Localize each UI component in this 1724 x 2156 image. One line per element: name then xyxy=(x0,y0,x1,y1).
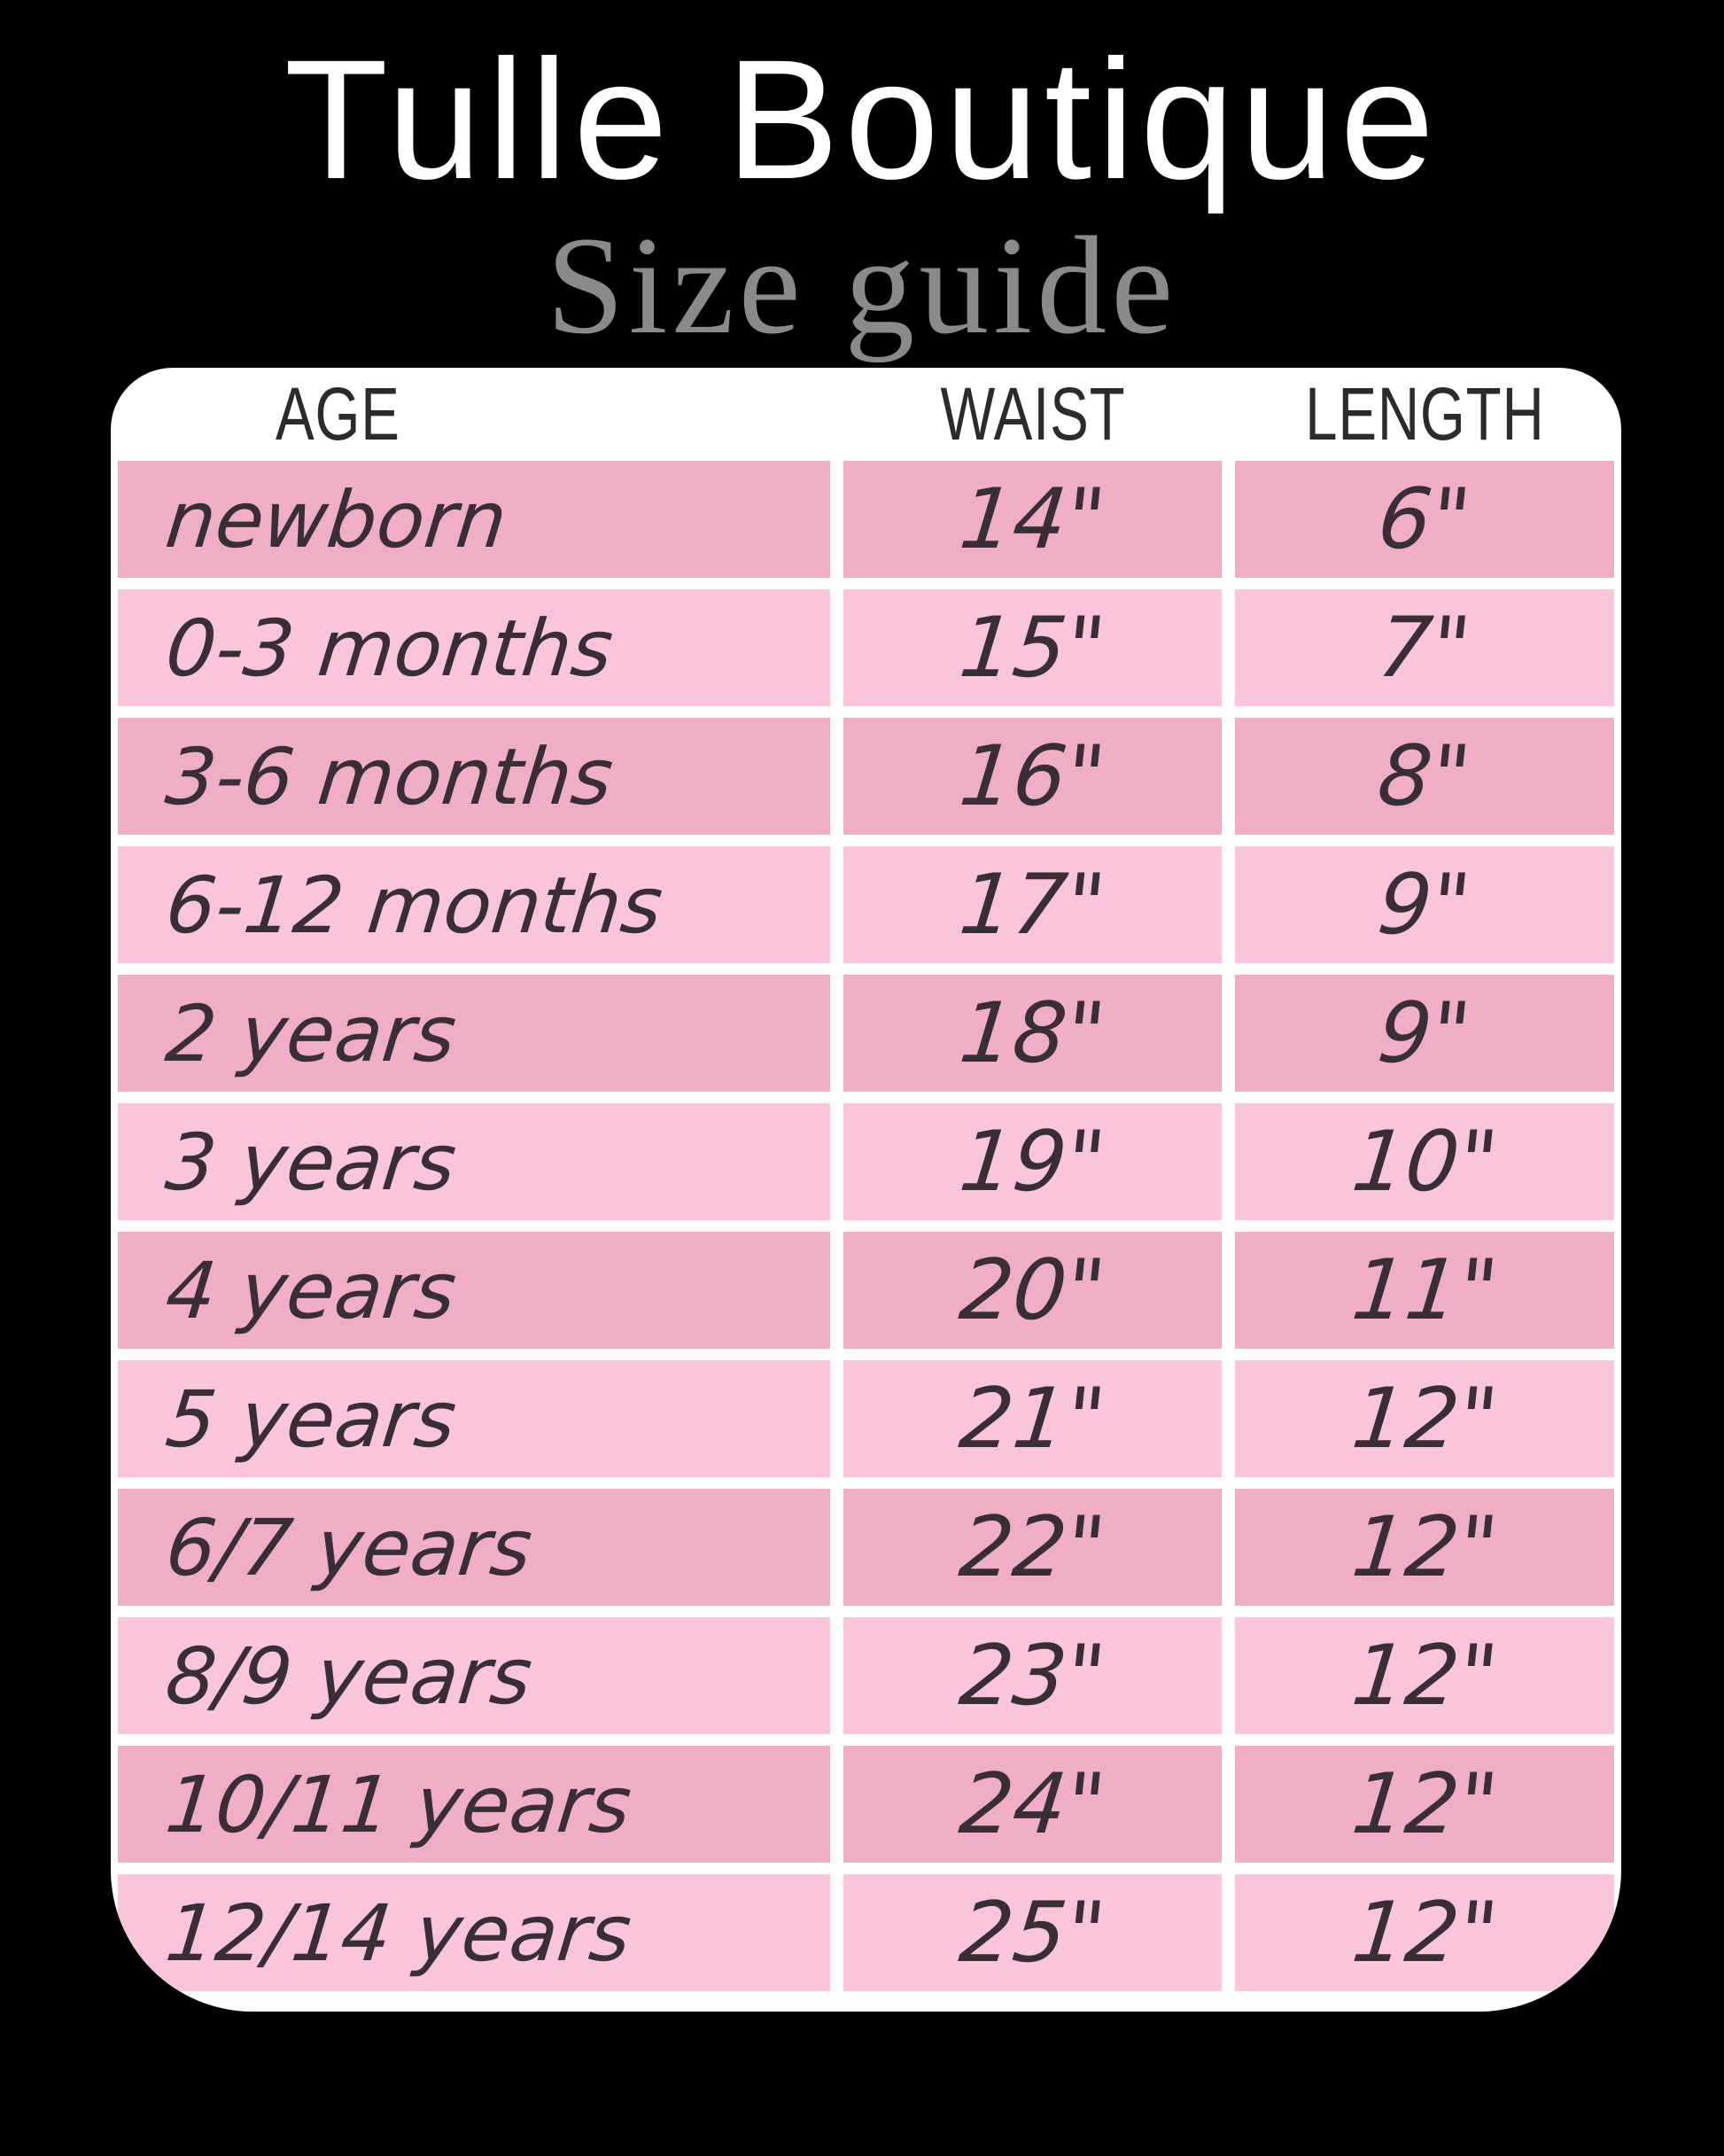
length-cell: 6" xyxy=(1235,461,1614,578)
table-row: 2 years 18" 9" xyxy=(118,975,1614,1092)
waist-value: 14" xyxy=(955,471,1110,568)
table-row: 0-3 months 15" 7" xyxy=(118,589,1614,706)
table-row: 6/7 years 22" 12" xyxy=(118,1489,1614,1606)
length-value: 6" xyxy=(1373,471,1476,568)
age-cell: 0-3 months xyxy=(118,589,830,706)
length-value: 7" xyxy=(1373,599,1476,697)
age-value: 0-3 months xyxy=(161,602,617,694)
length-cell: 9" xyxy=(1235,975,1614,1092)
age-cell: 4 years xyxy=(118,1232,830,1349)
length-cell: 12" xyxy=(1235,1489,1614,1606)
age-value: 5 years xyxy=(161,1373,461,1465)
waist-cell: 21" xyxy=(843,1360,1222,1477)
length-value: 11" xyxy=(1347,1241,1503,1339)
waist-cell: 23" xyxy=(843,1617,1222,1734)
waist-cell: 25" xyxy=(843,1874,1222,1991)
age-value: 6/7 years xyxy=(161,1501,537,1593)
length-column-header: LENGTH xyxy=(1235,371,1614,457)
table-row: 3-6 months 16" 8" xyxy=(118,718,1614,835)
length-cell: 7" xyxy=(1235,589,1614,706)
age-value: 10/11 years xyxy=(161,1758,636,1850)
age-cell: 6/7 years xyxy=(118,1489,830,1606)
age-value: 2 years xyxy=(161,987,461,1079)
waist-value: 16" xyxy=(955,728,1110,825)
table-row: 6-12 months 17" 9" xyxy=(118,846,1614,963)
waist-cell: 15" xyxy=(843,589,1222,706)
table-row: 5 years 21" 12" xyxy=(118,1360,1614,1477)
waist-value: 18" xyxy=(955,985,1110,1082)
length-cell: 12" xyxy=(1235,1360,1614,1477)
waist-value: 17" xyxy=(955,856,1110,953)
size-guide-table: AGE WAIST LENGTH newborn 14" 6" 0-3 mont… xyxy=(111,368,1621,2012)
age-value: 4 years xyxy=(161,1244,461,1336)
age-cell: 8/9 years xyxy=(118,1617,830,1734)
waist-cell: 16" xyxy=(843,718,1222,835)
length-column-header-label: LENGTH xyxy=(1304,372,1545,455)
length-cell: 12" xyxy=(1235,1617,1614,1734)
age-cell: 10/11 years xyxy=(118,1746,830,1863)
waist-value: 25" xyxy=(955,1884,1110,1981)
age-cell: 2 years xyxy=(118,975,830,1092)
length-cell: 11" xyxy=(1235,1232,1614,1349)
table-body: newborn 14" 6" 0-3 months 15" 7" 3-6 mon… xyxy=(118,461,1614,1991)
length-value: 12" xyxy=(1347,1884,1503,1981)
age-value: 12/14 years xyxy=(161,1887,636,1979)
age-column-header-label: AGE xyxy=(276,372,400,455)
waist-column-header-label: WAIST xyxy=(940,372,1125,455)
age-value: 3-6 months xyxy=(161,730,617,822)
waist-value: 24" xyxy=(955,1755,1110,1853)
age-cell: newborn xyxy=(118,461,830,578)
age-cell: 3 years xyxy=(118,1103,830,1220)
length-cell: 12" xyxy=(1235,1746,1614,1863)
age-cell: 12/14 years xyxy=(118,1874,830,1991)
age-value: 3 years xyxy=(161,1116,461,1208)
table-row: 12/14 years 25" 12" xyxy=(118,1874,1614,1991)
age-value: 8/9 years xyxy=(161,1630,537,1722)
length-value: 12" xyxy=(1347,1627,1503,1724)
length-cell: 10" xyxy=(1235,1103,1614,1220)
length-value: 9" xyxy=(1373,856,1476,953)
table-header-row: AGE WAIST LENGTH xyxy=(118,368,1614,461)
page-subtitle: Size guide xyxy=(546,208,1178,363)
table-row: 10/11 years 24" 12" xyxy=(118,1746,1614,1863)
table-row: newborn 14" 6" xyxy=(118,461,1614,578)
waist-cell: 24" xyxy=(843,1746,1222,1863)
length-value: 9" xyxy=(1373,985,1476,1082)
age-value: newborn xyxy=(161,473,511,565)
waist-cell: 20" xyxy=(843,1232,1222,1349)
table-row: 8/9 years 23" 12" xyxy=(118,1617,1614,1734)
waist-value: 22" xyxy=(955,1498,1110,1596)
waist-cell: 17" xyxy=(843,846,1222,963)
table-row: 4 years 20" 11" xyxy=(118,1232,1614,1349)
length-cell: 12" xyxy=(1235,1874,1614,1991)
table-row: 3 years 19" 10" xyxy=(118,1103,1614,1220)
waist-value: 20" xyxy=(955,1241,1110,1339)
age-cell: 3-6 months xyxy=(118,718,830,835)
waist-value: 23" xyxy=(955,1627,1110,1724)
waist-cell: 14" xyxy=(843,461,1222,578)
length-value: 12" xyxy=(1347,1755,1503,1853)
waist-cell: 22" xyxy=(843,1489,1222,1606)
age-column-header: AGE xyxy=(118,371,830,457)
age-cell: 5 years xyxy=(118,1360,830,1477)
waist-column-header: WAIST xyxy=(843,371,1222,457)
waist-value: 21" xyxy=(955,1370,1110,1467)
age-cell: 6-12 months xyxy=(118,846,830,963)
waist-cell: 19" xyxy=(843,1103,1222,1220)
length-value: 8" xyxy=(1373,728,1476,825)
page-title: Tulle Boutique xyxy=(283,24,1441,214)
age-value: 6-12 months xyxy=(161,859,667,951)
waist-value: 15" xyxy=(955,599,1110,697)
length-value: 10" xyxy=(1347,1113,1503,1210)
length-value: 12" xyxy=(1347,1498,1503,1596)
length-cell: 9" xyxy=(1235,846,1614,963)
length-cell: 8" xyxy=(1235,718,1614,835)
waist-value: 19" xyxy=(955,1113,1110,1210)
length-value: 12" xyxy=(1347,1370,1503,1467)
waist-cell: 18" xyxy=(843,975,1222,1092)
